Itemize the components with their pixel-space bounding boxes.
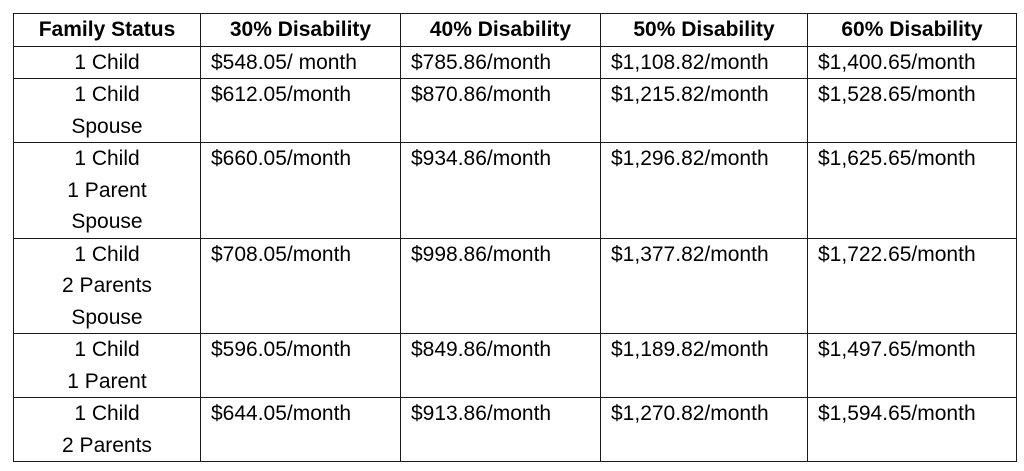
amount-40-cell: $934.86/month bbox=[400, 142, 601, 239]
amount-60-cell: $1,722.65/month bbox=[807, 237, 1017, 334]
header-row: Family Status 30% Disability 40% Disabil… bbox=[13, 13, 1017, 47]
amount-30-cell: $708.05/month bbox=[200, 237, 401, 334]
table-row: 1 Child Spouse $612.05/month $870.86/mon… bbox=[13, 78, 1017, 143]
amount-60-cell: $1,625.65/month bbox=[807, 142, 1017, 239]
family-status-line: 1 Child bbox=[74, 402, 140, 425]
table-row: 1 Child $548.05/ month $785.86/month $1,… bbox=[13, 45, 1017, 79]
amount-30-cell: $548.05/ month bbox=[200, 45, 401, 79]
family-status-line: Spouse bbox=[71, 210, 143, 233]
amount-30-cell: $660.05/month bbox=[200, 142, 401, 239]
header-60-disability: 60% Disability bbox=[807, 13, 1017, 47]
amount-60-cell: $1,497.65/month bbox=[807, 333, 1017, 398]
amount-60-cell: $1,594.65/month bbox=[807, 397, 1017, 462]
header-30-disability: 30% Disability bbox=[200, 13, 401, 47]
family-status-cell: 1 Child 1 Parent Spouse bbox=[13, 142, 201, 239]
amount-40-cell: $849.86/month bbox=[400, 333, 601, 398]
disability-rates-table: Family Status 30% Disability 40% Disabil… bbox=[13, 13, 1017, 462]
header-40-disability: 40% Disability bbox=[400, 13, 601, 47]
amount-50-cell: $1,108.82/month bbox=[600, 45, 808, 79]
table-row: 1 Child 2 Parents Spouse $708.05/month $… bbox=[13, 237, 1017, 334]
family-status-line: 1 Child bbox=[74, 83, 140, 106]
header-50-disability: 50% Disability bbox=[600, 13, 808, 47]
table-row: 1 Child 2 Parents $644.05/month $913.86/… bbox=[13, 397, 1017, 462]
family-status-line: 1 Child bbox=[74, 338, 140, 361]
amount-50-cell: $1,215.82/month bbox=[600, 78, 808, 143]
family-status-line: 1 Child bbox=[74, 50, 140, 74]
amount-30-cell: $596.05/month bbox=[200, 333, 401, 398]
family-status-line: 2 Parents bbox=[62, 433, 152, 457]
family-status-cell: 1 Child bbox=[13, 45, 201, 79]
amount-40-cell: $785.86/month bbox=[400, 45, 601, 79]
amount-30-cell: $644.05/month bbox=[200, 397, 401, 462]
family-status-line: 1 Child bbox=[74, 242, 140, 266]
family-status-line: 2 Parents bbox=[62, 274, 152, 297]
table-row: 1 Child 1 Parent $596.05/month $849.86/m… bbox=[13, 333, 1017, 398]
header-family-status: Family Status bbox=[13, 13, 201, 47]
family-status-line: 1 Parent bbox=[67, 178, 147, 202]
amount-50-cell: $1,270.82/month bbox=[600, 397, 808, 462]
amount-40-cell: $913.86/month bbox=[400, 397, 601, 462]
amount-40-cell: $998.86/month bbox=[400, 237, 601, 334]
amount-50-cell: $1,296.82/month bbox=[600, 142, 808, 239]
family-status-cell: 1 Child 2 Parents Spouse bbox=[13, 237, 201, 334]
amount-50-cell: $1,189.82/month bbox=[600, 333, 808, 398]
amount-60-cell: $1,528.65/month bbox=[807, 78, 1017, 143]
family-status-cell: 1 Child 2 Parents bbox=[13, 397, 201, 462]
family-status-line: Spouse bbox=[71, 305, 143, 329]
amount-60-cell: $1,400.65/month bbox=[807, 45, 1017, 79]
family-status-line: Spouse bbox=[71, 114, 143, 138]
amount-40-cell: $870.86/month bbox=[400, 78, 601, 143]
family-status-cell: 1 Child 1 Parent bbox=[13, 333, 201, 398]
amount-30-cell: $612.05/month bbox=[200, 78, 401, 143]
family-status-line: 1 Child bbox=[74, 147, 140, 170]
family-status-cell: 1 Child Spouse bbox=[13, 78, 201, 143]
family-status-line: 1 Parent bbox=[67, 369, 147, 393]
table-row: 1 Child 1 Parent Spouse $660.05/month $9… bbox=[13, 142, 1017, 239]
amount-50-cell: $1,377.82/month bbox=[600, 237, 808, 334]
